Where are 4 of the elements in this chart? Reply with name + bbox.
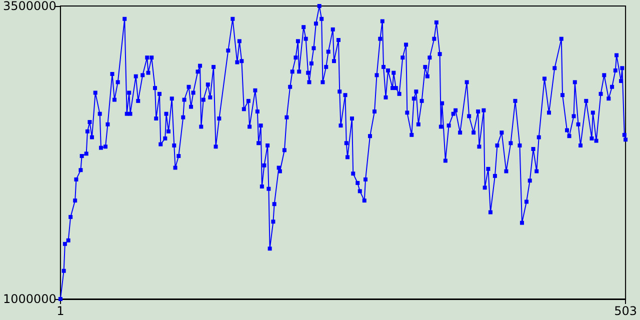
x-tick-label: 503: [614, 304, 637, 318]
x-tick-label: 1: [56, 304, 64, 318]
y-tick-label: 3500000: [2, 0, 56, 13]
y-tick-label: 1000000: [2, 292, 56, 306]
